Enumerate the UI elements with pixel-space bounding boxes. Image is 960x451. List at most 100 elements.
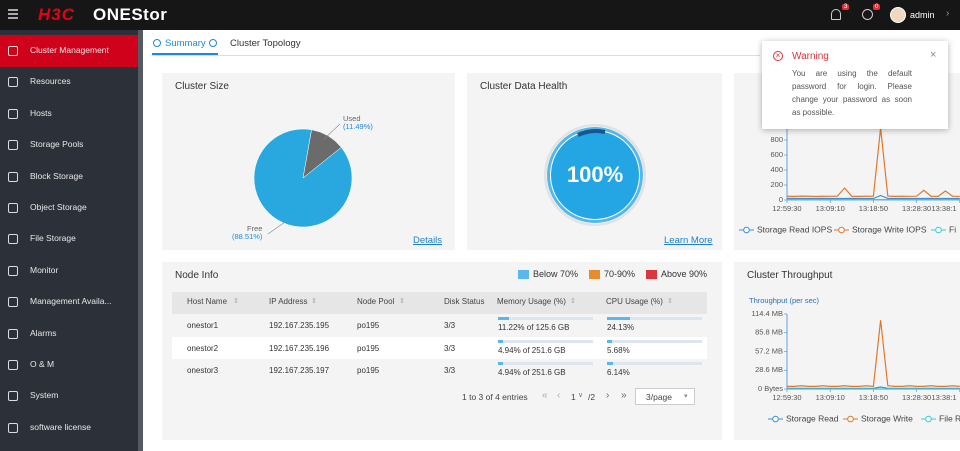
nav-item[interactable]: Object Storage xyxy=(0,192,138,224)
nav-icon xyxy=(8,360,18,370)
nav-icon xyxy=(8,46,18,56)
nav-item[interactable]: Block Storage xyxy=(0,161,138,193)
sort-icon[interactable]: ⇕ xyxy=(399,298,405,305)
sort-icon[interactable]: ⇕ xyxy=(570,298,576,305)
learn-more-link[interactable]: Learn More xyxy=(664,235,713,246)
nav-item[interactable]: Monitor xyxy=(0,255,138,287)
nav-label: File Storage xyxy=(30,233,76,244)
sort-icon[interactable]: ⇕ xyxy=(233,298,239,305)
page-size: 3/page xyxy=(646,392,672,402)
nav-item[interactable]: System xyxy=(0,380,138,412)
nav-item[interactable]: Management Availa... xyxy=(0,286,138,318)
nav-item[interactable]: Cluster Management xyxy=(0,35,138,67)
warning-message: You are using the default password for l… xyxy=(792,69,912,117)
nav-label: System xyxy=(30,390,59,401)
node-info-card: Node Info Below 70% 70-90% Above 90% Host N… xyxy=(162,262,722,440)
tab-icon xyxy=(153,39,161,47)
user-name[interactable]: admin xyxy=(910,10,935,20)
card-title: Cluster Size xyxy=(175,81,229,92)
sort-icon[interactable]: ⇕ xyxy=(667,298,673,305)
usage-track xyxy=(498,317,593,320)
card-title: Node Info xyxy=(175,270,219,281)
scrollbar[interactable] xyxy=(138,30,143,451)
task-badge: 0 xyxy=(873,4,881,10)
nav-icon xyxy=(8,77,18,88)
cell: 192.167.235.196 xyxy=(269,343,330,353)
select-arrow: ▾ xyxy=(684,393,688,400)
close-button[interactable]: × xyxy=(930,49,937,61)
cell: onestor2 xyxy=(187,343,219,353)
usage-bar xyxy=(498,362,503,365)
page-last[interactable]: » xyxy=(621,390,627,401)
column-header[interactable]: Disk Status xyxy=(444,297,485,306)
nav-item[interactable]: Resources xyxy=(0,66,138,98)
menu-icon[interactable] xyxy=(8,9,18,19)
nav-icon xyxy=(8,140,18,151)
usage-label: 5.68% xyxy=(607,345,630,355)
nav-icon xyxy=(8,171,18,182)
cell: onestor3 xyxy=(187,366,219,375)
page-size-select[interactable]: 3/page ▾ xyxy=(635,388,695,405)
usage-bar xyxy=(607,362,613,365)
cell: 3/3 xyxy=(444,321,456,330)
cluster-size-card: Cluster Size Details xyxy=(162,73,455,250)
legend-swatch xyxy=(646,270,657,279)
usage-label: 4.94% of 251.6 GB xyxy=(498,345,566,355)
usage-track xyxy=(607,362,702,365)
nav-item[interactable]: File Storage xyxy=(0,223,138,255)
column-header[interactable]: Host Name xyxy=(187,297,228,306)
avatar[interactable] xyxy=(890,7,906,23)
usage-bar xyxy=(498,339,503,343)
tab[interactable]: Cluster Topology xyxy=(230,38,301,49)
cell: 3/3 xyxy=(444,366,456,375)
usage-track xyxy=(607,317,702,320)
logo-product: ONEStor xyxy=(93,5,168,24)
usage-label: 6.14% xyxy=(607,368,630,377)
nav-item[interactable]: software license xyxy=(0,412,138,444)
page-current[interactable]: 1 xyxy=(571,392,576,402)
alarm-icon[interactable] xyxy=(831,9,841,20)
tab-info-icon xyxy=(209,39,217,47)
cell: 192.167.235.197 xyxy=(269,366,330,375)
chevron[interactable]: › xyxy=(946,8,950,19)
top-bar: H3C ONEStor 3 0 admin › xyxy=(0,0,960,30)
column-header[interactable]: CPU Usage (%) xyxy=(606,297,663,306)
nav-item[interactable]: Alarms xyxy=(0,318,138,350)
nav-icon xyxy=(8,391,18,402)
warning-popup: × Warning × You are using the default pa… xyxy=(762,41,948,129)
sort-icon[interactable]: ⇕ xyxy=(311,298,317,305)
legend-label: Above 90% xyxy=(661,269,708,279)
cell: po195 xyxy=(357,343,380,353)
throughput-card: Cluster Throughput Throughput (per sec) xyxy=(734,262,960,440)
details-link[interactable]: Details xyxy=(413,235,443,246)
nav-item[interactable]: O & M xyxy=(0,349,138,381)
nav-label: Management Availa... xyxy=(30,296,112,307)
warning-icon: × xyxy=(773,51,783,61)
nav-item[interactable]: Hosts xyxy=(0,98,138,130)
nav-icon xyxy=(8,328,18,339)
column-header[interactable]: Memory Usage (%) xyxy=(497,297,566,306)
nav-item[interactable]: Storage Pools xyxy=(0,129,138,161)
page-next[interactable]: › xyxy=(606,390,610,401)
cell: 3/3 xyxy=(444,343,456,353)
nav-label: Resources xyxy=(30,76,71,87)
tab[interactable]: Summary xyxy=(165,38,206,49)
usage-track xyxy=(498,339,593,343)
nav-label: Monitor xyxy=(30,264,59,275)
nav-icon xyxy=(8,108,18,119)
warning-title: Warning xyxy=(792,51,829,62)
page-dropdown[interactable]: ∨ xyxy=(578,392,584,399)
legend-label: Below 70% xyxy=(533,269,579,279)
page-first[interactable]: « xyxy=(542,390,548,401)
tab-bar: Summary Cluster Topology xyxy=(152,30,760,56)
column-header[interactable]: Node Pool xyxy=(357,297,395,306)
legend-label: 70-90% xyxy=(604,269,636,279)
nav-icon xyxy=(8,422,18,433)
page-prev[interactable]: ‹ xyxy=(557,390,561,401)
nav-icon xyxy=(8,234,18,245)
tab-underline xyxy=(152,53,218,55)
usage-label: 11.22% of 125.6 GB xyxy=(498,323,570,332)
column-header[interactable]: IP Address xyxy=(269,297,308,306)
task-icon[interactable] xyxy=(862,9,873,20)
